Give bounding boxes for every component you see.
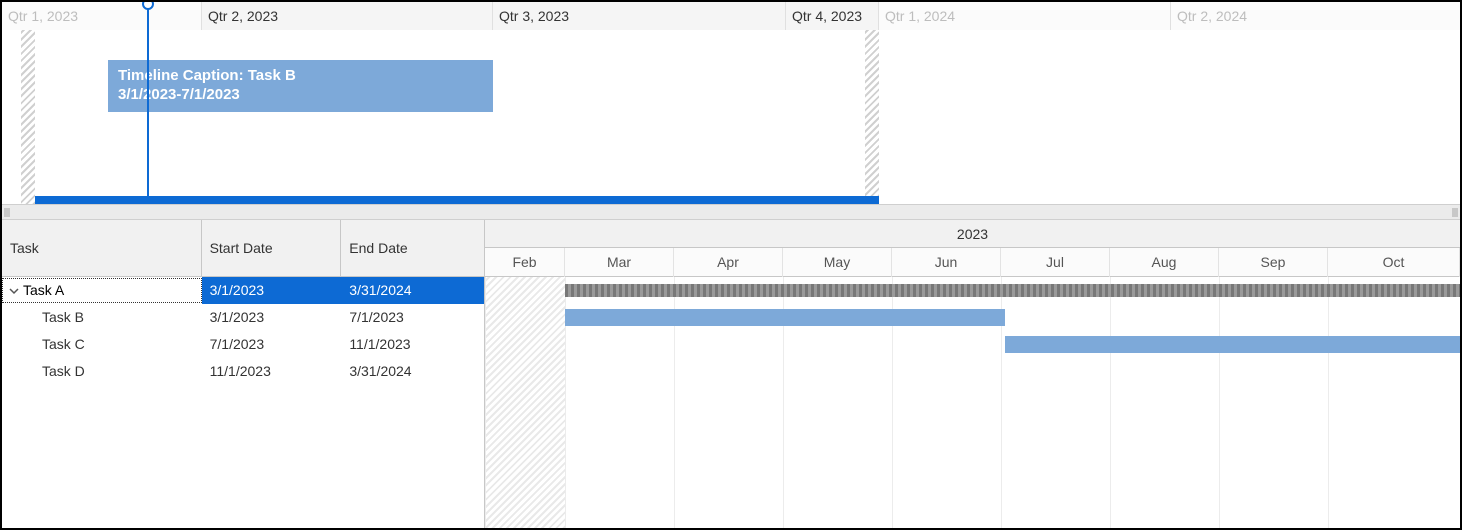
timeline-body: Timeline Caption: Task B 3/1/2023-7/1/20… [2, 30, 1460, 204]
chart-gridline [485, 277, 486, 528]
grid-left-header: Task Start Date End Date [2, 220, 484, 277]
timeline-range-bar[interactable] [35, 196, 879, 204]
col-header-task[interactable]: Task [2, 220, 202, 276]
year-header: 2023 [485, 220, 1460, 248]
task-end-date: 7/1/2023 [341, 304, 484, 331]
timeline-out-of-range-right [865, 30, 879, 204]
timeline-callout[interactable]: Timeline Caption: Task B 3/1/2023-7/1/20… [108, 60, 493, 112]
table-row[interactable]: Task B 3/1/20237/1/2023 [2, 304, 484, 331]
task-end-date: 11/1/2023 [341, 331, 484, 358]
timeline-quarter[interactable]: Qtr 2, 2023 [202, 2, 493, 30]
timeline-quarter[interactable]: Qtr 1, 2023 [2, 2, 202, 30]
chart-out-of-range-left [485, 277, 565, 528]
summary-bar[interactable] [565, 284, 1460, 297]
task-name: Task D [42, 363, 85, 379]
marker-line [147, 2, 149, 204]
horizontal-scrollbar[interactable] [2, 204, 1460, 220]
timeline-quarter[interactable]: Qtr 2, 2024 [1171, 2, 1461, 30]
scroll-right-nub[interactable] [1452, 208, 1458, 217]
col-header-end[interactable]: End Date [341, 220, 484, 276]
task-start-date: 3/1/2023 [202, 304, 342, 331]
timeline-callout-dates: 3/1/2023-7/1/2023 [118, 85, 483, 104]
task-bar[interactable] [1005, 336, 1460, 353]
timeline-callout-title: Timeline Caption: Task B [118, 66, 483, 85]
task-bar[interactable] [565, 309, 1005, 326]
grid-rows: Task A3/1/20233/31/2024Task B3/1/20237/1… [2, 277, 484, 385]
month-column-header: Apr [674, 248, 783, 277]
task-end-date: 3/31/2024 [341, 358, 484, 385]
task-start-date: 11/1/2023 [202, 358, 342, 385]
grid-left-panel: Task Start Date End Date Task A3/1/20233… [2, 220, 485, 528]
timeline-quarter[interactable]: Qtr 1, 2024 [879, 2, 1171, 30]
timeline-out-of-range-left [21, 30, 35, 204]
month-column-header: May [783, 248, 892, 277]
table-row[interactable]: Task D 11/1/20233/31/2024 [2, 358, 484, 385]
month-column-header: Feb [485, 248, 565, 277]
month-column-header: Jun [892, 248, 1001, 277]
month-column-header: Mar [565, 248, 674, 277]
month-column-header: Oct [1328, 248, 1460, 277]
chart-gridline [1110, 277, 1111, 528]
task-start-date: 3/1/2023 [202, 277, 342, 304]
scroll-left-nub[interactable] [4, 208, 10, 217]
table-row[interactable]: Task A 3/1/20233/31/2024 [2, 277, 484, 304]
task-name: Task A [23, 282, 64, 298]
table-row[interactable]: Task C 7/1/202311/1/2023 [2, 331, 484, 358]
gantt-grid: Task Start Date End Date Task A3/1/20233… [2, 220, 1460, 528]
timeline-quarter-header: Qtr 1, 2023Qtr 2, 2023Qtr 3, 2023Qtr 4, … [2, 2, 1460, 30]
timeline-quarter[interactable]: Qtr 4, 2023 [786, 2, 879, 30]
chevron-down-icon[interactable] [7, 284, 21, 298]
month-header: FebMarAprMayJunJulAugSepOct [485, 248, 1460, 277]
task-name: Task B [42, 309, 84, 325]
month-column-header: Jul [1001, 248, 1110, 277]
chart-area[interactable] [485, 277, 1460, 528]
gantt-app: Qtr 1, 2023Qtr 2, 2023Qtr 3, 2023Qtr 4, … [0, 0, 1462, 530]
chart-gridline [1328, 277, 1329, 528]
timeline-current-marker[interactable] [147, 30, 149, 204]
col-header-start[interactable]: Start Date [202, 220, 342, 276]
month-column-header: Aug [1110, 248, 1219, 277]
month-column-header: Sep [1219, 248, 1328, 277]
timeline-quarter[interactable]: Qtr 3, 2023 [493, 2, 786, 30]
task-end-date: 3/31/2024 [341, 277, 484, 304]
chart-gridline [1219, 277, 1220, 528]
task-start-date: 7/1/2023 [202, 331, 342, 358]
timeline-panel[interactable]: Qtr 1, 2023Qtr 2, 2023Qtr 3, 2023Qtr 4, … [2, 2, 1460, 204]
task-name: Task C [42, 336, 85, 352]
grid-right-panel[interactable]: 2023 FebMarAprMayJunJulAugSepOct [485, 220, 1460, 528]
